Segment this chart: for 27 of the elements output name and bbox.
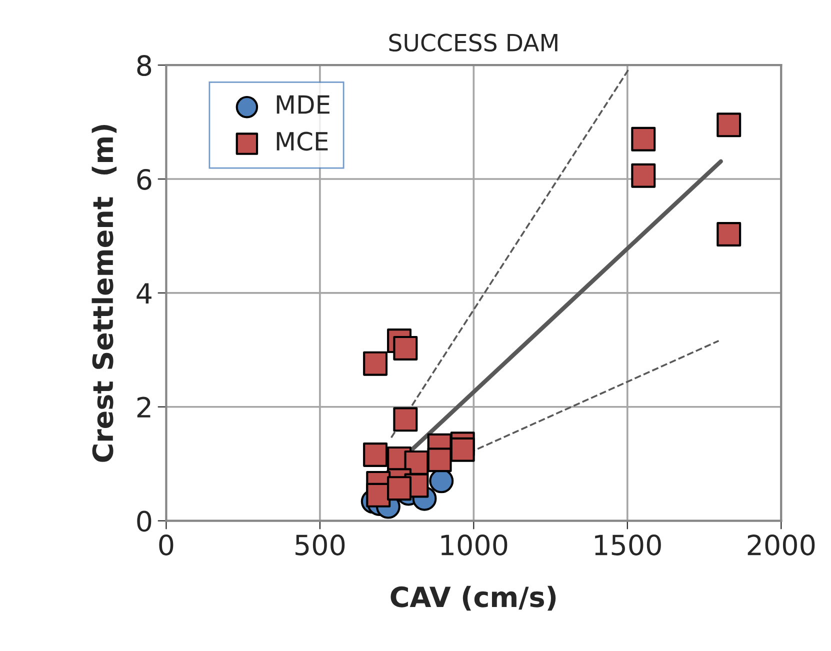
- point: [631, 126, 656, 152]
- point: [393, 407, 418, 432]
- point: [363, 442, 388, 467]
- chart-title: SUCCESS DAM: [389, 34, 558, 52]
- point: [450, 437, 475, 462]
- y-axis-title: Crest Settlement (m): [92, 124, 117, 462]
- y-tick-label: 8: [137, 55, 152, 76]
- x-tick-label: 2000: [748, 534, 815, 556]
- x-tick-label: 0: [159, 534, 174, 556]
- point: [631, 163, 656, 188]
- point: [427, 448, 452, 472]
- point: [716, 222, 742, 247]
- x-axis-title: CAV (cm/s): [390, 586, 556, 611]
- x-tick-label: 1500: [595, 534, 661, 556]
- y-tick-label: 2: [137, 396, 150, 418]
- x-tick-label: 1000: [441, 534, 508, 556]
- y-tick-label: 0: [137, 510, 152, 532]
- legend-label: MDE: [276, 95, 330, 114]
- y-tick-label: 4: [136, 283, 152, 304]
- y-tick-label: 6: [137, 168, 152, 190]
- point: [366, 482, 391, 508]
- point: [716, 112, 742, 138]
- x-tick-label: 500: [296, 534, 345, 556]
- legend-label: MCE: [276, 132, 328, 151]
- point: [387, 476, 412, 501]
- point: [363, 351, 388, 376]
- point: [393, 336, 418, 360]
